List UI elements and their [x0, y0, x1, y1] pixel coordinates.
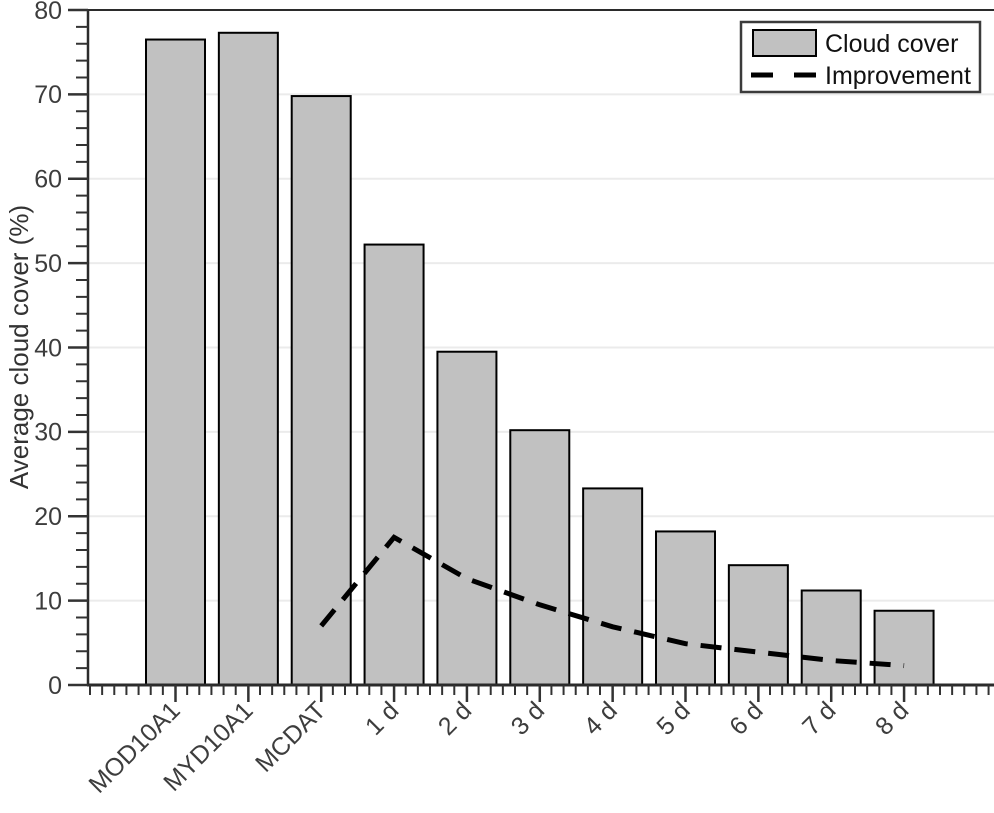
x-category-label-3 d: 3 d: [506, 696, 550, 740]
y-tick-label-10: 10: [34, 587, 62, 615]
bar-1 d: [363, 243, 425, 686]
bar-8 d: [873, 609, 935, 686]
y-tick-label-50: 50: [34, 250, 62, 278]
y-tick-label-0: 0: [48, 672, 62, 700]
x-category-label-2 d: 2 d: [433, 696, 477, 740]
bar-3 d: [509, 429, 571, 686]
x-category-label-6 d: 6 d: [724, 696, 768, 740]
bar-MYD10A1: [217, 31, 279, 686]
y-tick-label-80: 80: [34, 0, 62, 25]
axes: [68, 8, 994, 702]
y-tick-label-20: 20: [34, 503, 62, 531]
cloud-cover-bars: [145, 31, 935, 686]
bar-5 d: [654, 530, 716, 686]
improvement-line: [319, 534, 905, 669]
bar-2 d: [436, 350, 498, 686]
bar-4 d: [582, 487, 644, 686]
x-category-label-4 d: 4 d: [579, 696, 623, 740]
x-category-label-5 d: 5 d: [651, 696, 695, 740]
bar-6 d: [727, 564, 789, 686]
y-tick-label-40: 40: [34, 334, 62, 362]
bar-MOD10A1: [145, 38, 206, 686]
legend-bar-swatch: [752, 29, 817, 57]
bar-7 d: [800, 589, 862, 686]
y-axis-title: Average cloud cover (%): [4, 205, 34, 489]
x-category-label-MCDAT: MCDAT: [250, 696, 331, 777]
improvement-line-layer: [319, 534, 905, 669]
y-tick-label-70: 70: [34, 81, 62, 109]
y-tick-label-60: 60: [34, 166, 62, 194]
legend-label-cloud-cover: Cloud cover: [825, 30, 958, 58]
x-category-label-8 d: 8 d: [870, 696, 914, 740]
legend: Cloud cover Improvement: [739, 20, 982, 94]
bar-MCDAT: [290, 95, 352, 686]
legend-label-improvement: Improvement: [825, 62, 971, 90]
x-category-label-7 d: 7 d: [797, 696, 841, 740]
y-tick-label-30: 30: [34, 419, 62, 447]
x-category-label-1 d: 1 d: [360, 696, 404, 740]
